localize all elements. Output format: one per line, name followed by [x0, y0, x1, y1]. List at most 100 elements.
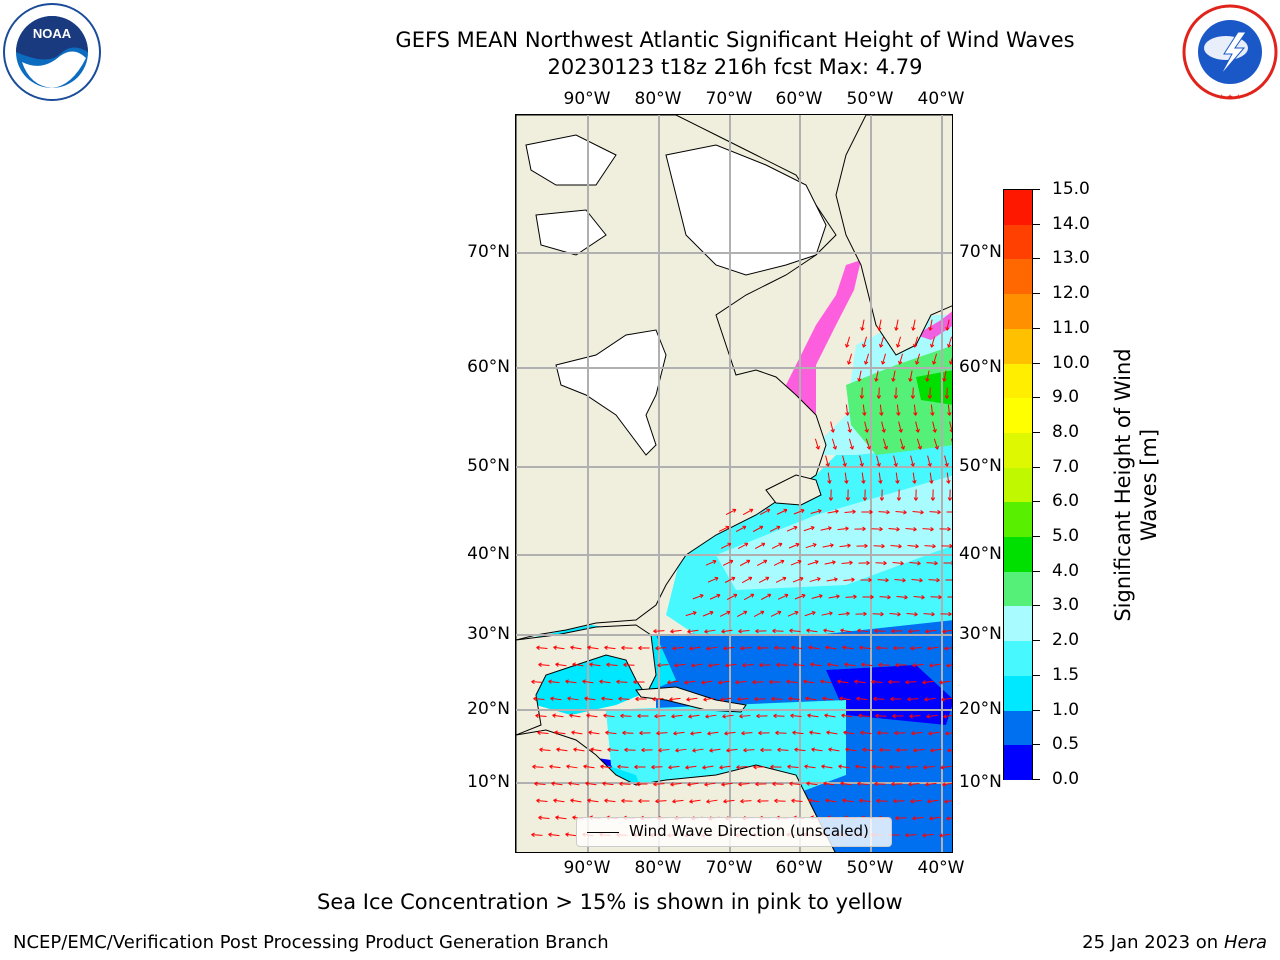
wind-arrow-head [657, 662, 661, 668]
wind-arrow-head [703, 697, 707, 702]
wind-arrow [787, 611, 799, 617]
wind-arrow-head [684, 680, 688, 685]
wind-arrow [538, 663, 550, 667]
wind-arrow [760, 593, 772, 601]
wind-arrow-head [738, 629, 742, 634]
wind-arrow-head [619, 781, 623, 787]
wind-arrow [600, 765, 612, 769]
wind-arrow-head [759, 662, 763, 668]
wind-arrow-head [633, 679, 637, 685]
wind-arrow-head [688, 714, 692, 719]
wind-arrow [806, 629, 818, 633]
wind-arrow-head [896, 343, 901, 348]
wind-arrow [860, 731, 872, 735]
wind-arrow-head [945, 731, 949, 736]
lat-label: 10°N [467, 772, 510, 792]
wind-arrow-head [891, 628, 895, 634]
wind-arrow-head [824, 713, 828, 718]
wind-arrow [722, 714, 734, 718]
wind-arrow-head [862, 343, 867, 348]
wind-arrow [930, 748, 942, 752]
wind-arrow-head [863, 611, 867, 617]
wind-arrow-head [910, 798, 914, 804]
wind-arrow [895, 387, 897, 399]
colorbar-tick-label: 13.0 [1052, 248, 1090, 269]
wind-arrow-head [775, 730, 779, 736]
wind-arrow-head [774, 798, 778, 804]
wind-arrow-head [808, 645, 812, 650]
wind-arrow [536, 800, 548, 802]
wind-arrow [741, 576, 753, 584]
wind-arrow [548, 833, 560, 837]
wind-arrow [898, 421, 902, 433]
wind-arrow-head [551, 781, 555, 786]
wind-arrow [875, 370, 879, 382]
wind-arrow-head [723, 646, 727, 651]
wind-arrow-head [620, 713, 624, 719]
wind-arrow-head [915, 428, 920, 433]
wind-arrow [857, 782, 869, 786]
wind-arrow [726, 748, 738, 752]
wind-arrow [723, 646, 735, 650]
colorbar-segment [1004, 641, 1032, 676]
wind-arrow-head [913, 748, 917, 753]
wind-arrow-head [834, 509, 839, 514]
wind-arrow-head [905, 832, 909, 838]
wind-arrow [672, 799, 684, 803]
wind-arrow [907, 698, 919, 700]
wind-arrow [930, 336, 936, 348]
wind-arrow [830, 421, 834, 433]
wind-arrow-head [947, 497, 952, 501]
wind-arrow [820, 680, 832, 684]
wind-arrow [552, 714, 564, 718]
wind-arrow [881, 353, 887, 365]
wind-arrow-head [892, 713, 896, 719]
wind-arrow-head [860, 326, 865, 331]
wind-arrow-head [719, 765, 723, 770]
colorbar-tick-mark [1033, 779, 1040, 780]
wind-arrow [859, 799, 871, 803]
wind-arrow-head [535, 713, 539, 718]
wind-arrow-head [758, 730, 762, 736]
wind-arrow-head [707, 731, 711, 736]
wind-arrow-head [949, 360, 952, 365]
wind-arrow-head [685, 765, 689, 770]
wind-arrow-head [573, 747, 577, 752]
colorbar-segment [1004, 710, 1032, 746]
wind-arrow [916, 438, 922, 450]
colorbar-segment [1004, 398, 1032, 433]
wind-arrow-head [748, 576, 753, 581]
wind-arrow-head [897, 612, 901, 617]
wind-arrow [922, 528, 934, 530]
wind-arrow [946, 319, 950, 331]
wind-arrow-head [691, 663, 695, 668]
wind-arrow-head [753, 764, 757, 770]
wind-arrow [740, 647, 752, 649]
wind-arrow [743, 593, 755, 601]
wind-arrow [928, 731, 940, 735]
wind-arrow-head [874, 377, 879, 382]
wind-arrow-head [898, 544, 902, 549]
wind-arrow [913, 336, 919, 348]
wind-arrow-head [879, 747, 883, 753]
wind-arrow [805, 697, 817, 701]
wind-arrow [899, 438, 905, 450]
wind-arrow [720, 543, 732, 549]
colorbar-tick-mark [1033, 397, 1040, 399]
wind-arrow [857, 629, 869, 633]
wind-arrow [808, 799, 820, 803]
wind-arrow-head [844, 480, 849, 484]
wind-arrow-head [537, 730, 541, 735]
wind-arrow [756, 559, 768, 567]
wind-arrow-head [757, 645, 761, 651]
wind-arrow-head [754, 696, 758, 702]
wind-arrow-head [931, 611, 935, 617]
wind-arrow-head [704, 782, 708, 787]
wind-arrow [942, 629, 952, 633]
wind-arrow-head [853, 594, 857, 600]
colorbar-tick-mark [1033, 709, 1040, 711]
wind-arrow-head [843, 730, 847, 735]
wind-arrow-head [740, 798, 744, 804]
wind-arrow-head [925, 377, 930, 382]
wind-arrow-head [888, 679, 892, 685]
